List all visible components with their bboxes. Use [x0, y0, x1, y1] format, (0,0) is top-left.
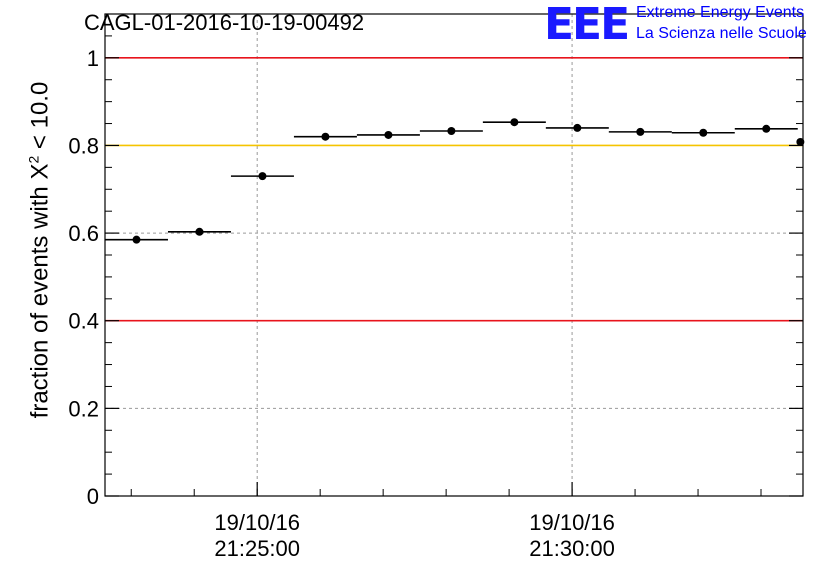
data-point	[636, 127, 645, 136]
y-tick-label: 0	[87, 484, 99, 509]
data-point	[384, 130, 393, 139]
data-point	[195, 227, 204, 236]
y-axis-label-symbol: X	[26, 163, 54, 180]
data-point	[447, 126, 456, 135]
chart-title: CAGL-01-2016-10-19-00492	[84, 10, 365, 35]
data-point	[258, 172, 267, 181]
y-tick-label: 0.2	[68, 396, 99, 421]
data-point	[796, 137, 805, 146]
x-tick-label-time: 21:25:00	[214, 536, 300, 561]
y-axis-label-superscript: 2	[25, 155, 42, 164]
x-tick-label-date: 19/10/16	[214, 510, 300, 535]
eee-logo-mark: EEE	[544, 0, 630, 50]
x-tick-label-date: 19/10/16	[529, 510, 615, 535]
data-point	[573, 123, 582, 132]
y-axis-label-suffix: < 10.0	[26, 81, 54, 156]
data-point	[510, 118, 519, 127]
eee-logo: EEE Extreme Energy Events La Scienza nel…	[544, 2, 834, 48]
y-axis-label-prefix: fraction of events with	[26, 179, 54, 419]
data-point	[321, 132, 330, 141]
y-axis-label: fraction of events with X2 < 10.0	[26, 82, 55, 419]
logo-line-2: La Scienza nelle Scuole	[636, 25, 807, 42]
y-tick-label: 0.4	[68, 309, 99, 334]
data-point	[699, 128, 708, 137]
plot-frame	[104, 13, 804, 497]
y-tick-label: 0.6	[68, 221, 99, 246]
logo-line-1: Extreme Energy Events	[636, 4, 805, 21]
data-point	[762, 124, 771, 133]
y-tick-label: 1	[87, 46, 99, 71]
data-point	[132, 235, 141, 244]
y-tick-label: 0.8	[68, 133, 99, 158]
x-tick-label-time: 21:30:00	[529, 536, 615, 561]
